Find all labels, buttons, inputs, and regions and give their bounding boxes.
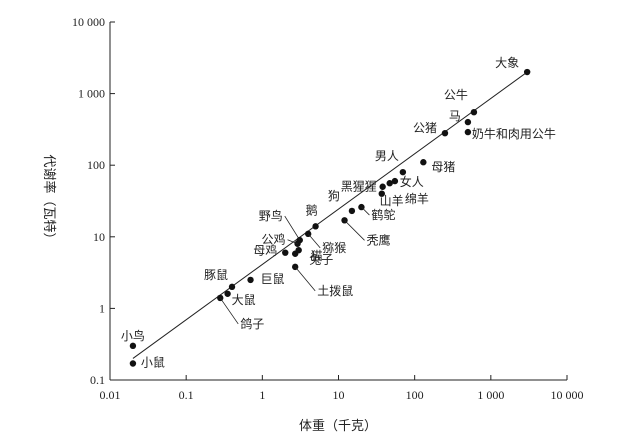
data-point <box>129 342 137 350</box>
x-tick-label: 1 000 <box>477 388 504 402</box>
data-point <box>391 177 399 185</box>
x-tick-label: 0.1 <box>179 388 194 402</box>
label-leader-line <box>294 266 316 292</box>
x-tick-label: 1 <box>259 388 265 402</box>
data-point <box>441 129 449 137</box>
point-label: 母猪 <box>431 160 455 174</box>
label-leader-line <box>284 215 301 241</box>
point-label: 兔子 <box>309 252 333 267</box>
point-label: 鹤鸵 <box>371 207 395 222</box>
point-label: 绵羊 <box>405 191 429 206</box>
y-tick-label: 1 000 <box>78 87 105 101</box>
y-tick-label: 100 <box>87 158 105 172</box>
point-label: 秃鹰 <box>367 232 391 247</box>
x-tick-label: 100 <box>406 388 424 402</box>
point-label: 母鸡 <box>253 243 277 258</box>
point-label: 猫 <box>311 249 323 263</box>
x-ticks: 0.01 0.1 1 10 100 1 000 10 000 <box>100 375 584 402</box>
point-label: 狗 <box>328 189 340 203</box>
label-leader-line <box>287 239 298 245</box>
data-point <box>523 68 531 76</box>
x-tick-label: 10 <box>333 388 345 402</box>
label-leader-line <box>307 233 321 249</box>
leaders-layer <box>219 206 370 325</box>
label-leader-line <box>361 206 370 216</box>
data-point <box>378 190 385 197</box>
point-label: 公猪 <box>413 121 437 135</box>
data-point <box>224 290 231 297</box>
points-layer <box>129 68 531 367</box>
y-axis-title: 代谢率（瓦特） <box>41 154 57 245</box>
point-label: 小鼠 <box>141 355 165 369</box>
fit-line-layer <box>132 71 528 359</box>
data-point <box>386 180 393 187</box>
point-label: 奶牛和肉用公牛 <box>472 126 556 141</box>
y-tick-label: 0.1 <box>90 373 105 387</box>
data-point <box>312 223 319 230</box>
data-point <box>348 207 356 215</box>
data-point <box>464 118 472 126</box>
data-point <box>129 360 137 367</box>
data-point <box>247 276 254 284</box>
point-label: 山羊 <box>380 193 404 208</box>
data-point <box>217 294 224 302</box>
x-tick-label: 10 000 <box>551 388 584 402</box>
point-label: 黑猩猩 <box>341 179 377 194</box>
data-point <box>282 249 289 256</box>
point-label: 鸽子 <box>240 316 264 331</box>
y-tick-label: 10 000 <box>72 15 105 29</box>
data-point <box>295 246 302 254</box>
y-tick-label: 1 <box>99 301 105 315</box>
point-label: 鹅 <box>306 203 318 217</box>
point-label: 猕猴 <box>322 241 346 255</box>
point-label: 豚鼠 <box>204 268 228 282</box>
point-label: 野鸟 <box>259 208 283 223</box>
point-label: 巨鼠 <box>261 272 285 286</box>
point-label: 公鸡 <box>262 232 286 247</box>
x-axis-title: 体重（千克） <box>299 418 377 434</box>
data-point <box>228 283 236 291</box>
data-point <box>464 128 472 136</box>
data-point <box>470 108 478 116</box>
label-leader-line <box>219 297 239 325</box>
y-tick-label: 10 <box>93 230 105 244</box>
point-label: 大鼠 <box>232 293 256 307</box>
point-label: 马 <box>449 109 461 123</box>
point-label: 男人 <box>375 149 399 163</box>
data-point <box>420 159 427 166</box>
y-ticks: 0.1 1 10 100 1 000 10 000 <box>72 15 115 387</box>
data-point <box>399 168 407 176</box>
fit-line <box>132 71 528 359</box>
data-point <box>379 183 386 190</box>
point-label: 小鸟 <box>121 328 145 343</box>
point-label: 女人 <box>400 174 424 189</box>
point-label: 土拨鼠 <box>317 284 353 298</box>
x-tick-label: 0.01 <box>100 388 121 402</box>
point-label: 大象 <box>495 56 519 70</box>
point-label: 公牛 <box>444 87 468 102</box>
label-leader-line <box>344 220 365 241</box>
